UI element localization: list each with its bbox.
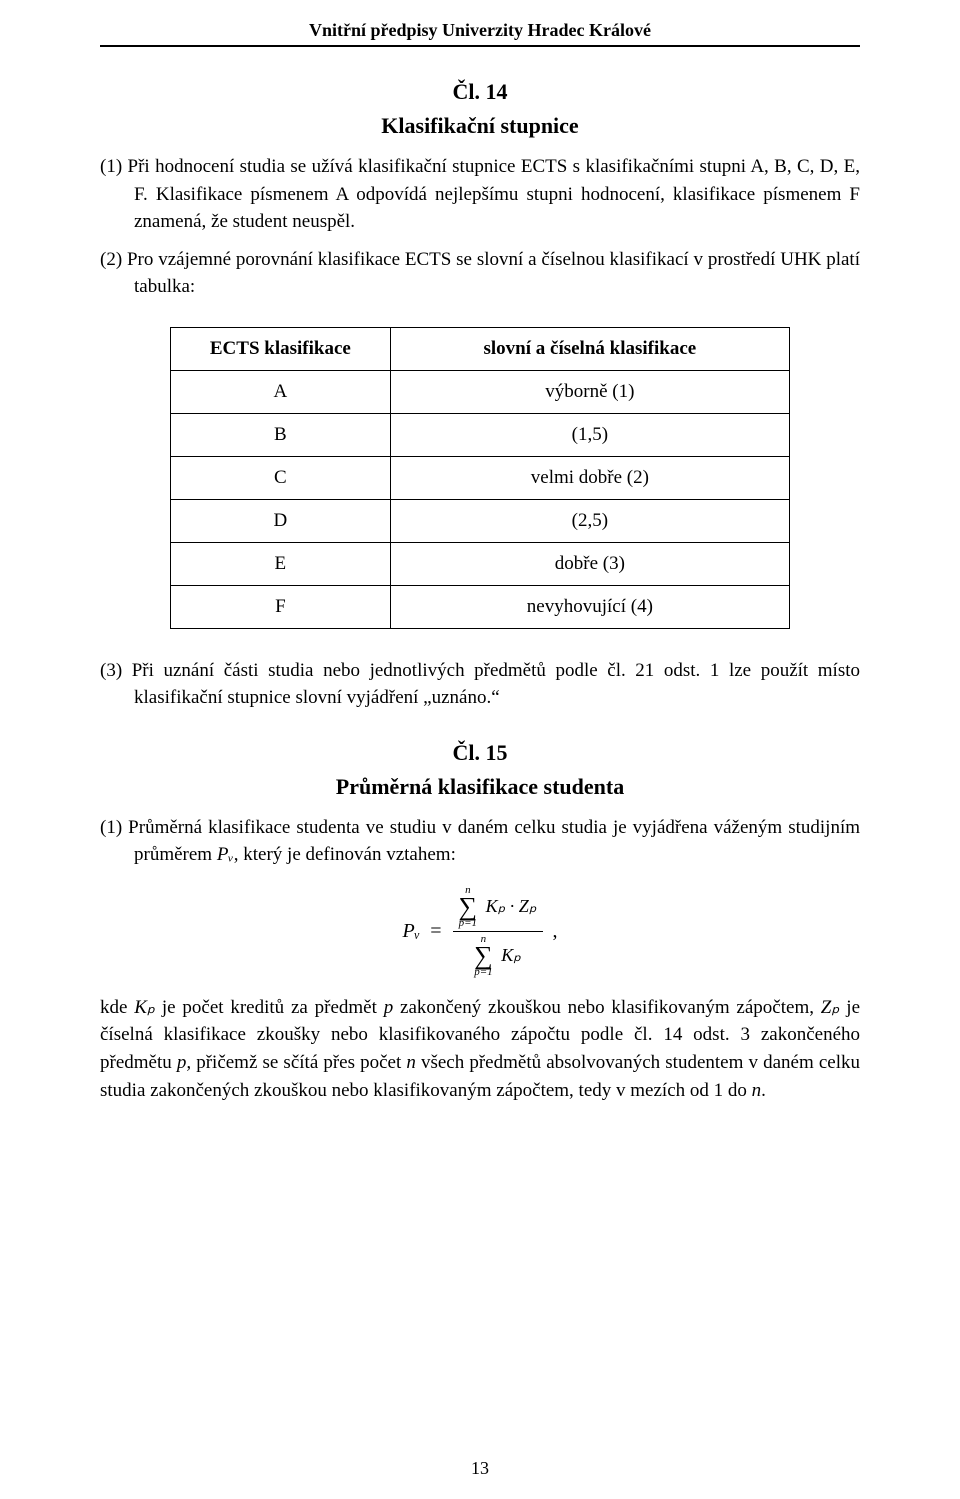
table-row: B (1,5) <box>171 413 790 456</box>
formula-eq: = <box>430 920 446 942</box>
para-text: (1) Průměrná klasifikace studenta ve stu… <box>100 817 860 866</box>
article-15-title: Průměrná klasifikace studenta <box>100 774 860 800</box>
article-14-para-3: (3) Při uznání části studia nebo jednotl… <box>100 657 860 712</box>
table-header-right: slovní a číselná klasifikace <box>390 327 789 370</box>
article-15-para-after: kde Kₚ je počet kreditů za předmět p zak… <box>100 994 860 1104</box>
var-p: p <box>384 997 394 1018</box>
table-row: F nevyhovující (4) <box>171 585 790 628</box>
table-cell: F <box>171 585 391 628</box>
article-14-para-1: (1) Při hodnocení studia se užívá klasif… <box>100 153 860 236</box>
article-15-number: Čl. 15 <box>100 740 860 766</box>
formula-lhs: Pᵥ <box>402 920 420 943</box>
article-14-number: Čl. 14 <box>100 79 860 105</box>
article-15-para-1: (1) Průměrná klasifikace studenta ve stu… <box>100 814 860 869</box>
para-text: , který je definován vztahem: <box>234 844 456 865</box>
para-text: zakončený zkouškou nebo klasifikovaným z… <box>393 997 821 1018</box>
var-n: n <box>406 1052 416 1073</box>
running-header: Vnitřní předpisy Univerzity Hradec Králo… <box>100 20 860 47</box>
table-cell: (2,5) <box>390 499 789 542</box>
article-14-title: Klasifikační stupnice <box>100 113 860 139</box>
classification-table: ECTS klasifikace slovní a číselná klasif… <box>170 327 790 629</box>
table-cell: dobře (3) <box>390 542 789 585</box>
page-number: 13 <box>0 1458 960 1479</box>
formula-numerator: n ∑ p=1 Kₚ · Zₚ <box>453 883 543 932</box>
formula-fraction: n ∑ p=1 Kₚ · Zₚ n ∑ p=1 Kₚ <box>453 883 543 980</box>
table-cell: D <box>171 499 391 542</box>
sigma-denominator: n ∑ p=1 <box>474 934 493 978</box>
table-row: E dobře (3) <box>171 542 790 585</box>
formula-den-term: Kₚ <box>497 946 521 966</box>
var-zp: Zₚ <box>821 997 840 1018</box>
table-cell: velmi dobře (2) <box>390 456 789 499</box>
var-pv: Pᵥ <box>402 920 420 942</box>
table-cell: C <box>171 456 391 499</box>
table-cell: A <box>171 370 391 413</box>
table-cell: (1,5) <box>390 413 789 456</box>
table-cell: B <box>171 413 391 456</box>
formula-denominator: n ∑ p=1 Kₚ <box>453 932 543 980</box>
sigma-lower: p=1 <box>474 967 493 978</box>
var-kp: Kₚ <box>134 997 155 1018</box>
table-cell: E <box>171 542 391 585</box>
var-n: n <box>752 1080 762 1101</box>
formula-num-term: Kₚ · Zₚ <box>482 897 537 917</box>
para-text: . <box>761 1080 766 1101</box>
table-row: A výborně (1) <box>171 370 790 413</box>
var-p: p, <box>177 1052 191 1073</box>
sigma-numerator: n ∑ p=1 <box>459 885 478 929</box>
table-row: C velmi dobře (2) <box>171 456 790 499</box>
para-text: je počet kreditů za předmět <box>155 997 384 1018</box>
formula-pv: Pᵥ = n ∑ p=1 Kₚ · Zₚ n ∑ p=1 <box>100 883 860 980</box>
table-cell: výborně (1) <box>390 370 789 413</box>
sigma-lower: p=1 <box>459 918 478 929</box>
table-cell: nevyhovující (4) <box>390 585 789 628</box>
formula-comma: , <box>553 920 558 942</box>
article-14-para-2: (2) Pro vzájemné porovnání klasifikace E… <box>100 246 860 301</box>
table-row: D (2,5) <box>171 499 790 542</box>
table-header-left: ECTS klasifikace <box>171 327 391 370</box>
var-pv: Pᵥ <box>217 844 234 865</box>
para-text: přičemž se sčítá přes počet <box>191 1052 406 1073</box>
para-text: kde <box>100 997 134 1018</box>
